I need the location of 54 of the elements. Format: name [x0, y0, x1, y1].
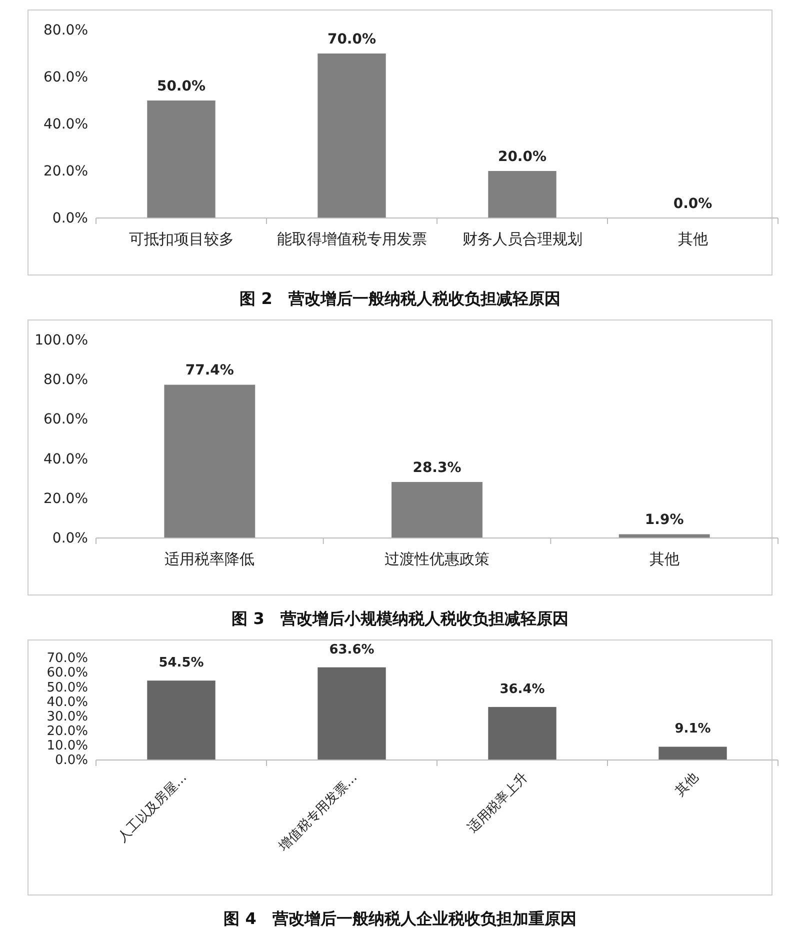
x-tick-label: 适用税率降低: [164, 550, 255, 568]
x-tick-label: 增值税专用发票…: [276, 770, 361, 856]
bar: [392, 482, 482, 538]
bar: [488, 171, 556, 218]
y-tick-label: 20.0%: [46, 724, 88, 740]
y-tick-label: 70.0%: [46, 651, 88, 666]
y-tick-label: 80.0%: [44, 372, 88, 388]
data-label: 70.0%: [327, 32, 376, 48]
y-tick-label: 40.0%: [44, 451, 88, 468]
y-tick-label: 100.0%: [34, 332, 88, 348]
data-label: 20.0%: [498, 149, 547, 165]
x-tick-label: 其他: [678, 230, 708, 248]
data-label: 1.9%: [644, 512, 684, 528]
x-tick-label: 其他: [672, 770, 702, 800]
y-tick-label: 40.0%: [46, 694, 88, 710]
data-label: 0.0%: [673, 196, 712, 212]
bar: [488, 706, 556, 760]
x-tick-label: 人工以及房屋…: [114, 770, 190, 846]
bar: [318, 54, 386, 218]
y-tick-label: 20.0%: [44, 490, 88, 507]
y-tick-label: 50.0%: [46, 680, 88, 696]
bar: [164, 384, 256, 538]
data-label: 77.4%: [185, 362, 234, 379]
y-tick-label: 20.0%: [44, 163, 88, 180]
x-tick-label: 财务人员合理规划: [462, 230, 582, 248]
text: 图 2 营改增后一般纳税人税收负担减轻原因: [240, 289, 560, 308]
y-tick-label: 80.0%: [44, 22, 88, 38]
y-tick-label: 0.0%: [52, 530, 88, 546]
y-tick-label: 40.0%: [44, 116, 88, 132]
bar: [618, 534, 710, 538]
data-label: 9.1%: [674, 722, 711, 737]
y-tick-label: 30.0%: [46, 709, 88, 724]
y-tick-label: 0.0%: [54, 753, 88, 768]
data-label: 63.6%: [329, 642, 374, 658]
data-label: 36.4%: [500, 682, 545, 697]
y-tick-label: 60.0%: [46, 666, 88, 681]
y-tick-label: 60.0%: [44, 412, 88, 428]
bar: [147, 100, 216, 218]
text: 图 4 营改增后一般纳税人企业税收负担加重原因: [224, 909, 576, 928]
y-tick-label: 10.0%: [46, 738, 88, 754]
data-label: 50.0%: [156, 78, 206, 94]
y-tick-label: 0.0%: [52, 210, 88, 226]
y-tick-label: 60.0%: [44, 69, 88, 86]
x-tick-label: 适用税率上升: [464, 770, 532, 836]
x-tick-label: 过渡性优惠政策: [384, 550, 490, 568]
bar: [658, 746, 727, 760]
text: 图 3 营改增后小规模纳税人税收负担减轻原因: [232, 609, 568, 628]
x-tick-label: 能取得增值税专用发票: [276, 230, 427, 248]
bar: [147, 680, 216, 760]
data-label: 54.5%: [158, 656, 204, 671]
x-tick-label: 可抵扣项目较多: [128, 230, 234, 248]
x-tick-label: 其他: [649, 550, 680, 568]
bar: [318, 667, 386, 760]
data-label: 28.3%: [412, 460, 462, 476]
